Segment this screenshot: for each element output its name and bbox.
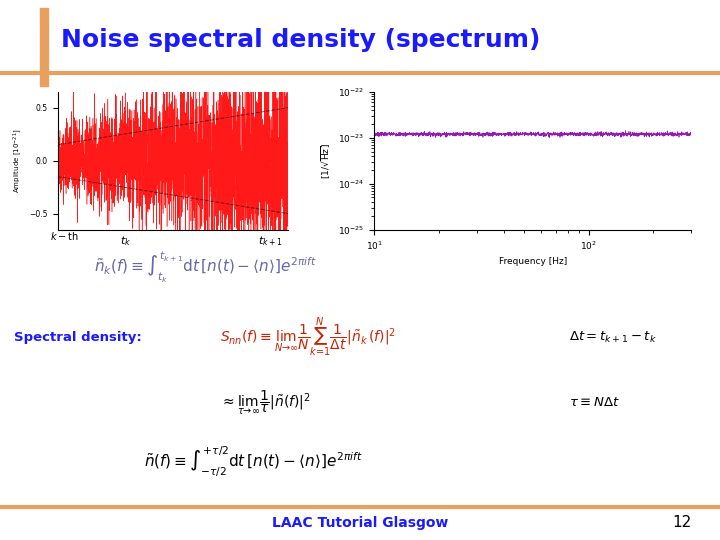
Text: $\tilde{n}(f) \equiv \int_{-\tau/2}^{+\tau/2} \mathrm{d}t\,[n(t) - \langle n \ra: $\tilde{n}(f) \equiv \int_{-\tau/2}^{+\t… bbox=[144, 444, 363, 479]
Text: $\tilde{n}_k(f) \equiv \int_{t_k}^{t_{k+1}} \mathrm{d}t\,[n(t) - \langle n \rang: $\tilde{n}_k(f) \equiv \int_{t_k}^{t_{k+… bbox=[94, 249, 316, 285]
Text: Spectral density:: Spectral density: bbox=[14, 331, 142, 344]
Y-axis label: Amplitude $[10^{-21}]$: Amplitude $[10^{-21}]$ bbox=[11, 129, 24, 193]
Text: $\Delta t = t_{k+1} - t_k$: $\Delta t = t_{k+1} - t_k$ bbox=[569, 330, 657, 345]
Text: $t_k$: $t_k$ bbox=[120, 234, 132, 248]
Text: $S_{nn}(f) \equiv \lim_{N\to\infty} \dfrac{1}{N} \sum_{k=1}^{N} \dfrac{1}{\Delta: $S_{nn}(f) \equiv \lim_{N\to\infty} \dfr… bbox=[220, 315, 396, 360]
Text: LAAC Tutorial Glasgow: LAAC Tutorial Glasgow bbox=[272, 516, 448, 530]
Text: $k-\mathrm{th}$: $k-\mathrm{th}$ bbox=[50, 230, 79, 242]
Bar bbox=[40, 8, 48, 86]
Text: $t_{k+1}$: $t_{k+1}$ bbox=[258, 234, 282, 248]
Text: $\approx \lim_{\tau\to\infty} \dfrac{1}{\tau}|\tilde{n}(f)|^2$: $\approx \lim_{\tau\to\infty} \dfrac{1}{… bbox=[220, 388, 310, 417]
X-axis label: Frequency [Hz]: Frequency [Hz] bbox=[499, 257, 567, 266]
Text: 12: 12 bbox=[672, 515, 691, 530]
Text: $\tau \equiv N\Delta t$: $\tau \equiv N\Delta t$ bbox=[569, 396, 620, 409]
Y-axis label: $[1/\sqrt{\mathrm{Hz}}]$: $[1/\sqrt{\mathrm{Hz}}]$ bbox=[320, 143, 333, 179]
Text: Noise spectral density (spectrum): Noise spectral density (spectrum) bbox=[61, 29, 541, 52]
